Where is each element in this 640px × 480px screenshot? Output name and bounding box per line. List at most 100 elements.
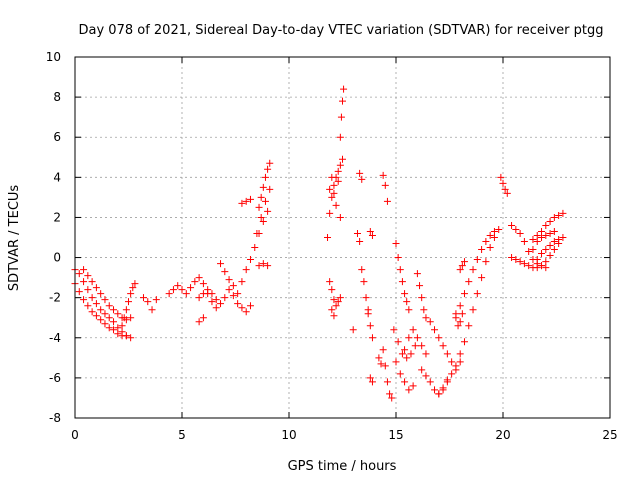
data-point [144,298,152,306]
series-arc-k [238,195,254,207]
data-point [339,97,346,105]
data-point [253,229,261,237]
data-point [356,238,364,246]
series-arc-an [456,258,468,274]
data-point [242,266,250,274]
data-point [358,175,366,183]
series-arc-ab [379,346,396,402]
data-point [542,231,550,239]
y-tick-label: -8 [49,411,61,425]
series-arc-ac [375,354,385,368]
data-point [473,256,481,264]
data-point [221,294,229,302]
data-point [336,161,344,169]
series-arc-d [118,280,139,330]
data-point [456,350,464,358]
data-point [208,298,216,306]
data-point [88,308,96,316]
data-point [401,290,409,298]
data-point [396,370,404,378]
data-point [418,342,426,350]
data-point [538,227,546,235]
series-arc-ao [452,310,466,330]
data-point [332,201,340,209]
data-point [88,294,96,302]
data-point [418,294,426,302]
data-point [469,266,477,274]
data-point [542,264,550,272]
data-point [411,342,419,350]
data-point [97,306,105,314]
data-point [418,366,426,374]
data-point [538,262,546,270]
data-point [458,262,466,270]
data-point [238,304,246,312]
data-point [139,294,147,302]
series-arc-e [139,294,160,314]
data-point [257,193,265,201]
data-point [368,334,376,342]
y-tick-label: 10 [46,50,61,64]
data-point [435,334,443,342]
data-point [368,378,376,386]
data-point [431,326,439,334]
data-point [242,197,250,205]
data-point [251,244,259,252]
data-point [204,286,212,294]
data-point [555,236,563,244]
data-point [75,288,83,296]
data-point [422,314,430,322]
series-arc-h [195,314,207,326]
series-arc-aj [426,318,460,374]
data-point [460,258,468,266]
data-point [195,294,203,302]
chart-title: Day 078 of 2021, Sidereal Day-to-day VTE… [79,23,604,38]
data-point [101,320,109,328]
data-point [482,238,490,246]
data-point [229,282,237,290]
data-point [328,173,336,181]
series-arc-j [234,207,272,298]
data-point [390,326,398,334]
data-point [407,350,415,358]
data-point [225,276,233,284]
data-point [110,326,118,334]
data-point [75,270,83,278]
data-point [264,165,272,173]
data-point [332,302,340,310]
data-point [178,286,186,294]
data-point [326,209,334,217]
series-arc-ar [508,234,567,272]
data-point [353,229,361,237]
data-point [426,378,434,386]
data-point [403,354,411,362]
data-point [266,159,274,167]
data-point [339,155,346,163]
data-point [512,225,520,233]
data-point [114,330,122,338]
data-point [520,238,528,246]
data-point [366,322,374,330]
data-point [460,338,468,346]
y-tick-label: -2 [49,291,61,305]
series-arc-g [195,286,254,316]
data-point [174,282,182,290]
data-point [490,227,498,235]
data-point [394,254,402,262]
x-tick-label: 5 [178,428,186,442]
data-point [398,278,406,286]
data-point [516,229,524,237]
data-point [326,278,334,286]
data-point [409,382,417,390]
series-arc-aa [379,171,391,205]
data-point [165,290,173,298]
data-point [383,378,391,386]
series-arc-ag [401,326,430,358]
data-point [334,177,342,185]
data-point [405,386,413,394]
series-arc-am [456,225,503,358]
series-arc-z [366,227,376,239]
data-point [199,290,207,298]
data-point [84,286,92,294]
data-point [559,234,567,241]
